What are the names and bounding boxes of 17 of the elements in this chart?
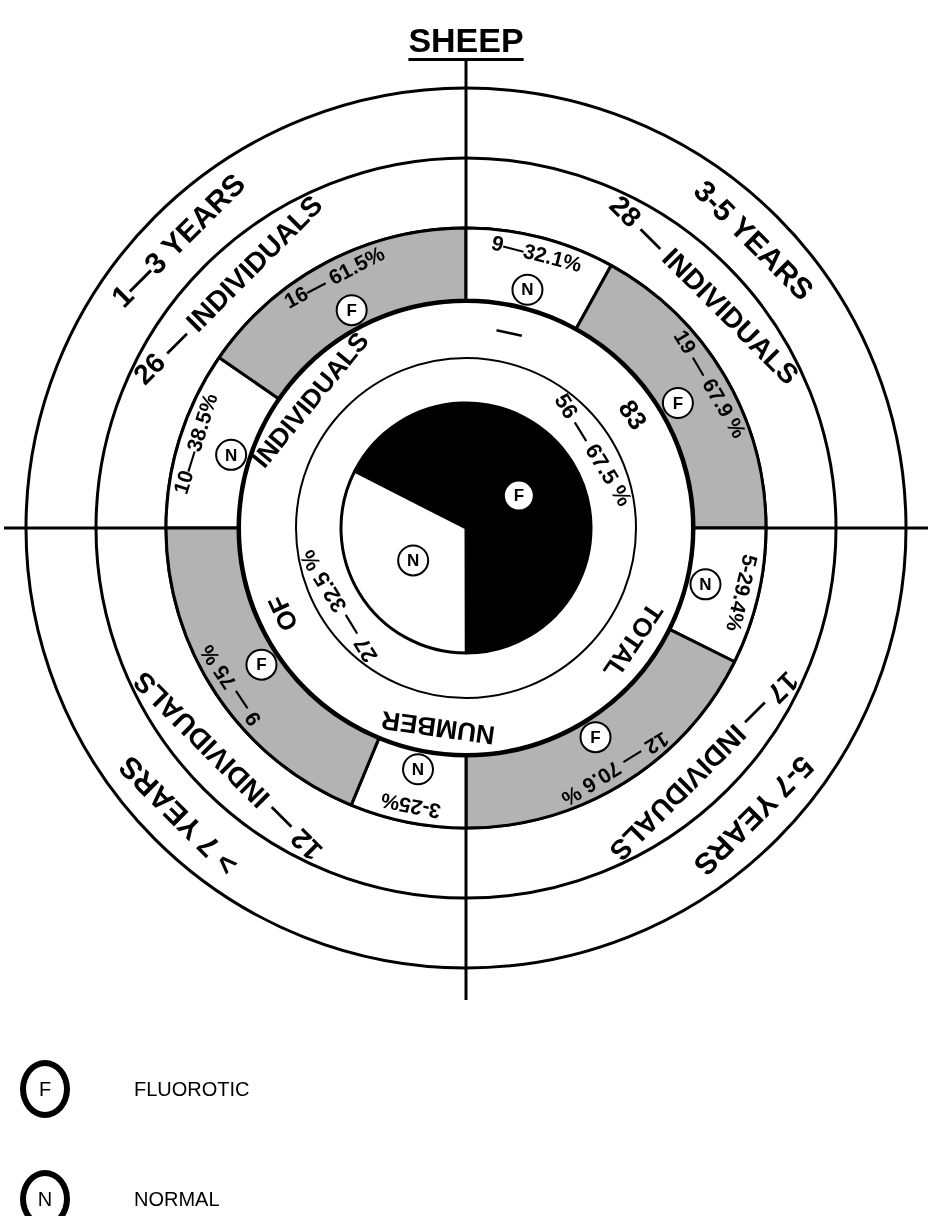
slice-label: F	[590, 727, 601, 747]
text: F	[20, 1060, 70, 1118]
slice-label: N	[225, 445, 238, 465]
slice-label: F	[346, 300, 357, 320]
slice-label: N	[407, 551, 420, 571]
slice-label: F	[672, 393, 684, 413]
data-label: 5-29.4%	[721, 552, 763, 634]
text: FLUOROTIC	[134, 1077, 250, 1101]
data-label: 3-25%	[378, 788, 443, 824]
chart-title: SHEEP	[408, 21, 524, 59]
slice-label: N	[521, 280, 534, 300]
slice-label: F	[256, 655, 267, 675]
slice-label: F	[513, 486, 525, 506]
text: N	[20, 1170, 70, 1216]
text: NORMAL	[134, 1187, 220, 1211]
slice-label: N	[411, 759, 425, 779]
slice-label: N	[699, 575, 712, 595]
